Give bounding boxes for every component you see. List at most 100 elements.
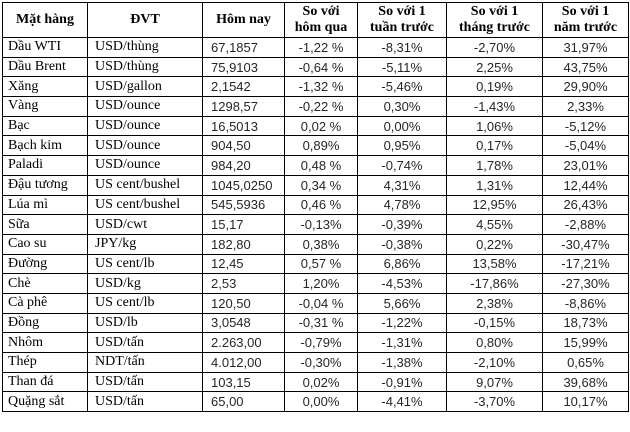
unit-cell: US cent/lb [87, 253, 203, 275]
commodity-name-cell: Xăng [2, 76, 88, 98]
today-price-cell: 120,50 [202, 292, 285, 314]
unit-cell: USD/ounce [87, 96, 203, 117]
change-vs-week-cell: -1,22% [357, 312, 447, 334]
unit-cell: US cent/lb [87, 292, 203, 314]
change-vs-year-cell: 39,68% [542, 371, 629, 393]
change-vs-year-cell: 18,73% [542, 312, 629, 334]
unit-cell: USD/tấn [87, 371, 203, 393]
change-vs-month-cell: -0,15% [446, 312, 543, 334]
commodity-name-cell: Đường [2, 253, 88, 275]
change-vs-month-cell: 13,58% [446, 253, 543, 275]
unit-cell: USD/ounce [87, 115, 203, 137]
change-vs-year-cell: 43,75% [542, 56, 629, 78]
change-vs-yesterday-cell: 0,48 % [284, 155, 358, 176]
commodity-name-cell: Nhôm [2, 332, 88, 353]
change-vs-month-cell: 9,07% [446, 371, 543, 393]
change-vs-week-cell: 6,86% [357, 253, 447, 275]
change-vs-month-cell: 1,31% [446, 174, 543, 196]
change-vs-yesterday-cell: 0,38% [284, 233, 358, 255]
change-vs-week-cell: -1,38% [357, 352, 447, 373]
commodity-name-cell: Quặng sắt [2, 391, 88, 413]
table-row: Đồng USD/lb 3,0548 -0,31 % -1,22% -0,15% 18,73… [2, 312, 629, 334]
change-vs-yesterday-cell: -0,22 % [284, 96, 358, 117]
change-vs-month-cell: 1,06% [446, 115, 543, 137]
table-row: Bạch kim USD/ounce 904,50 0,89% 0,95% 0,17% -5… [2, 135, 629, 157]
table-row: Xăng USD/gallon 2,1542 -1,32 % -5,46% 0,19% 29… [2, 76, 629, 98]
today-price-cell: 15,17 [202, 214, 285, 235]
today-price-cell: 2,1542 [202, 76, 285, 98]
today-price-cell: 545,5936 [202, 194, 285, 216]
change-vs-yesterday-cell: 0,89% [284, 135, 358, 157]
change-vs-yesterday-cell: -0,64 % [284, 56, 358, 78]
change-vs-year-cell: 26,43% [542, 194, 629, 216]
change-vs-year-cell: 12,44% [542, 174, 629, 196]
table-row: Paladi USD/ounce 984,20 0,48 % -0,74% 1,78% 23… [2, 155, 629, 176]
change-vs-yesterday-cell: -0,79% [284, 332, 358, 353]
change-vs-year-cell: 0,65% [542, 352, 629, 373]
today-price-cell: 12,45 [202, 253, 285, 275]
today-price-cell: 984,20 [202, 155, 285, 176]
today-price-cell: 3,0548 [202, 312, 285, 334]
today-price-cell: 65,00 [202, 391, 285, 413]
change-vs-week-cell: -5,11% [357, 56, 447, 78]
commodity-name-cell: Thép [2, 352, 88, 373]
change-vs-yesterday-cell: 0,02% [284, 371, 358, 393]
commodity-price-table: Mặt hàng ĐVT Hôm nay So với hôm qua So v… [2, 2, 629, 413]
commodity-name-cell: Đậu tương [2, 174, 88, 196]
commodity-table-body: Dầu WTI USD/thùng 67,1857 -1,22 % -8,31% -2,7… [2, 37, 629, 413]
table-row: Quặng sắt USD/tấn 65,00 0,00% -4,41% -3,70% 10… [2, 391, 629, 413]
table-header-row: Mặt hàng ĐVT Hôm nay So với hôm qua So v… [2, 2, 629, 38]
change-vs-month-cell: 1,78% [446, 155, 543, 176]
change-vs-month-cell: 0,80% [446, 332, 543, 353]
header-today: Hôm nay [202, 2, 285, 38]
header-vs-1-week-ago: So với 1 tuần trước [357, 2, 447, 38]
change-vs-week-cell: 5,66% [357, 292, 447, 314]
commodity-name-cell: Vàng [2, 96, 88, 117]
today-price-cell: 16,5013 [202, 115, 285, 137]
change-vs-yesterday-cell: -0,04 % [284, 292, 358, 314]
unit-cell: NDT/tấn [87, 352, 203, 373]
commodity-name-cell: Paladi [2, 155, 88, 176]
change-vs-year-cell: -17,21% [542, 253, 629, 275]
today-price-cell: 75,9103 [202, 56, 285, 78]
change-vs-week-cell: -0,91% [357, 371, 447, 393]
table-row: Đậu tương US cent/bushel 1045,0250 0,34 % 4,… [2, 174, 629, 196]
change-vs-week-cell: -8,31% [357, 37, 447, 58]
commodity-name-cell: Than đá [2, 371, 88, 393]
change-vs-yesterday-cell: -0,31 % [284, 312, 358, 334]
today-price-cell: 103,15 [202, 371, 285, 393]
today-price-cell: 4.012,00 [202, 352, 285, 373]
table-row: Sữa USD/cwt 15,17 -0,13% -0,39% 4,55% -2,88% [2, 214, 629, 235]
unit-cell: USD/kg [87, 273, 203, 294]
today-price-cell: 2.263,00 [202, 332, 285, 353]
unit-cell: JPY/kg [87, 233, 203, 255]
change-vs-yesterday-cell: -1,32 % [284, 76, 358, 98]
table-row: Lúa mì US cent/bushel 545,5936 0,46 % 4,78% 1… [2, 194, 629, 216]
change-vs-month-cell: 0,22% [446, 233, 543, 255]
commodity-name-cell: Cà phê [2, 292, 88, 314]
table-row: Than đá USD/tấn 103,15 0,02% -0,91% 9,07% 39,6… [2, 371, 629, 393]
table-row: Chè USD/kg 2,53 1,20% -4,53% -17,86% -27,30% [2, 273, 629, 294]
header-commodity: Mặt hàng [2, 2, 88, 38]
change-vs-year-cell: 31,97% [542, 37, 629, 58]
change-vs-year-cell: -8,86% [542, 292, 629, 314]
change-vs-week-cell: -0,38% [357, 233, 447, 255]
table-row: Dầu Brent USD/thùng 75,9103 -0,64 % -5,11% 2,… [2, 56, 629, 78]
change-vs-yesterday-cell: -0,13% [284, 214, 358, 235]
unit-cell: USD/gallon [87, 76, 203, 98]
table-row: Cà phê US cent/lb 120,50 -0,04 % 5,66% 2,38% -… [2, 292, 629, 314]
header-vs-1-year-ago: So với 1 năm trước [542, 2, 629, 38]
table-row: Dầu WTI USD/thùng 67,1857 -1,22 % -8,31% -2,7… [2, 37, 629, 58]
unit-cell: USD/thùng [87, 37, 203, 58]
table-row: Vàng USD/ounce 1298,57 -0,22 % 0,30% -1,43% 2,… [2, 96, 629, 117]
change-vs-week-cell: -1,31% [357, 332, 447, 353]
change-vs-month-cell: 0,17% [446, 135, 543, 157]
today-price-cell: 67,1857 [202, 37, 285, 58]
change-vs-month-cell: -2,10% [446, 352, 543, 373]
today-price-cell: 1045,0250 [202, 174, 285, 196]
change-vs-week-cell: 0,95% [357, 135, 447, 157]
change-vs-month-cell: 2,25% [446, 56, 543, 78]
change-vs-yesterday-cell: -0,30% [284, 352, 358, 373]
commodity-name-cell: Bạc [2, 115, 88, 137]
change-vs-yesterday-cell: 1,20% [284, 273, 358, 294]
